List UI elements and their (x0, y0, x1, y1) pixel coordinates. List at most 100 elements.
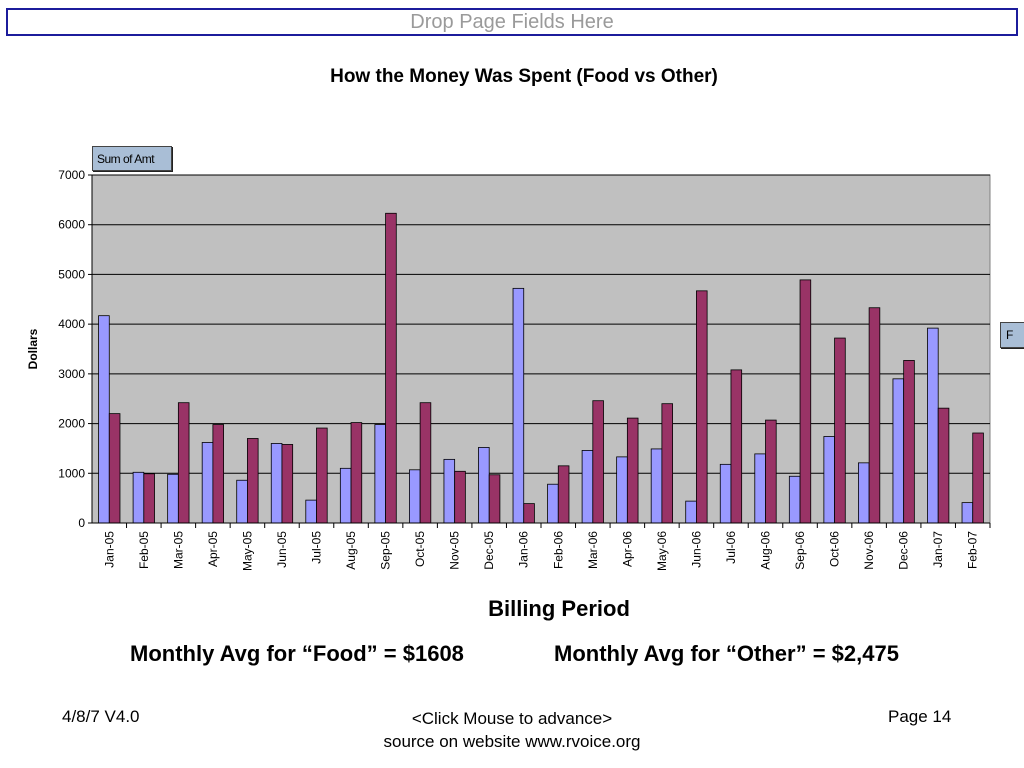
x-tick-label: Jan-06 (517, 531, 531, 568)
other-bar (523, 503, 535, 524)
food-bar (270, 443, 283, 524)
food-bar (858, 462, 870, 524)
other-bar (454, 470, 466, 524)
food-bar (650, 448, 663, 524)
food-bar (685, 500, 697, 524)
x-tick-label: Apr-06 (620, 531, 634, 567)
footer-center: <Click Mouse to advance> source on websi… (0, 707, 1024, 753)
footer-date-version: 4/8/7 V4.0 (62, 707, 140, 726)
y-axis-label: Dollars (26, 328, 40, 369)
food-bar (201, 442, 214, 524)
other-bar (212, 424, 224, 524)
x-tick-label: Feb-05 (137, 531, 151, 569)
x-tick-label: Sep-06 (793, 531, 807, 570)
food-bar (98, 315, 110, 524)
x-tick-label: Jul-06 (724, 531, 738, 564)
other-bar (488, 474, 501, 524)
y-tick-label: 0 (78, 516, 85, 530)
food-bar (892, 378, 905, 524)
other-bar (834, 337, 846, 524)
other-bar (316, 427, 328, 524)
x-tick-label: Nov-05 (448, 531, 462, 570)
food-bar (823, 436, 835, 524)
x-tick-label: Jun-06 (689, 531, 703, 568)
x-tick-label: Jun-05 (275, 531, 289, 568)
y-tick-label: 6000 (58, 218, 85, 232)
x-tick-label: Nov-06 (862, 531, 876, 570)
bar-chart: 0 1000 2000 3000 4000 5000 6000 7000 Jan-05 Feb-0… (26, 168, 991, 571)
food-bar (512, 287, 525, 524)
food-bar (478, 447, 490, 524)
other-bar (799, 279, 812, 524)
other-bar (143, 473, 155, 524)
food-bar (339, 467, 352, 524)
food-bar (961, 502, 974, 524)
food-bar (719, 463, 732, 524)
x-tick-label: Apr-05 (206, 531, 220, 567)
other-bar (696, 290, 708, 524)
x-tick-label: Dec-06 (897, 531, 911, 570)
y-tick-label: 5000 (58, 267, 85, 281)
food-average-text: Monthly Avg for “Food” = $1608 (130, 641, 464, 666)
click-to-advance-text[interactable]: <Click Mouse to advance> (411, 709, 613, 728)
other-bar (626, 417, 639, 524)
x-tick-label: Feb-06 (551, 531, 565, 569)
x-tick-label: Jan-05 (102, 531, 116, 568)
other-bar (730, 369, 743, 524)
other-bar (661, 403, 673, 524)
food-bar (443, 458, 456, 524)
other-bar (281, 444, 294, 524)
x-tick-label: Dec-05 (482, 531, 496, 570)
food-bar (754, 453, 766, 524)
y-tick-label: 4000 (58, 317, 85, 331)
other-average-text: Monthly Avg for “Other” = $2,475 (554, 641, 899, 666)
x-tick-label: May-05 (240, 531, 254, 571)
x-tick-label: Oct-06 (828, 531, 842, 567)
other-bar (903, 360, 915, 524)
x-tick-label: Feb-07 (966, 531, 980, 569)
x-tick-label: May-06 (655, 531, 669, 571)
other-bar (247, 438, 259, 524)
food-bar (409, 469, 421, 524)
food-bar (132, 471, 145, 524)
other-bar (108, 413, 121, 524)
other-bar (557, 465, 570, 524)
series-field-button[interactable]: F (1000, 322, 1024, 348)
x-tick-label: Sep-05 (379, 531, 393, 570)
chart-title: How the Money Was Spent (Food vs Other) (330, 66, 718, 87)
axes: 0 1000 2000 3000 4000 5000 6000 7000 Jan-05 Feb-0… (58, 168, 991, 571)
other-bar (385, 212, 397, 524)
x-tick-label: Jul-05 (310, 531, 324, 564)
food-bar (374, 424, 386, 524)
other-bar (350, 422, 363, 524)
food-bar (305, 499, 317, 524)
food-bar (236, 479, 248, 524)
page-number: Page 14 (888, 707, 952, 726)
x-axis-label: Billing Period (488, 596, 630, 621)
x-tick-label: Aug-05 (344, 531, 358, 570)
food-bar (788, 475, 801, 524)
other-bar (177, 402, 190, 524)
other-bar (972, 432, 984, 524)
food-bar (927, 327, 939, 524)
source-text: source on website www.rvoice.org (383, 732, 641, 751)
x-tick-label: Oct-05 (413, 531, 427, 567)
y-tick-label: 2000 (58, 417, 85, 431)
other-bar (765, 419, 777, 524)
x-tick-label: Jan-07 (931, 531, 945, 568)
y-tick-label: 1000 (58, 466, 85, 480)
drop-page-fields-bar[interactable]: Drop Page Fields Here (6, 8, 1018, 36)
food-bar (547, 483, 559, 524)
y-tick-label: 7000 (58, 168, 85, 182)
other-bar (419, 402, 432, 524)
other-bar (868, 307, 881, 524)
x-tick-label: Mar-05 (171, 531, 185, 569)
plot-area (91, 174, 991, 524)
other-bar (592, 400, 604, 524)
food-bar (581, 450, 594, 524)
x-tick-label: Aug-06 (759, 531, 773, 570)
y-tick-label: 3000 (58, 367, 85, 381)
sum-of-amt-field-button[interactable]: Sum of Amt (92, 146, 172, 171)
food-bar (616, 456, 628, 524)
food-bar (167, 473, 179, 524)
